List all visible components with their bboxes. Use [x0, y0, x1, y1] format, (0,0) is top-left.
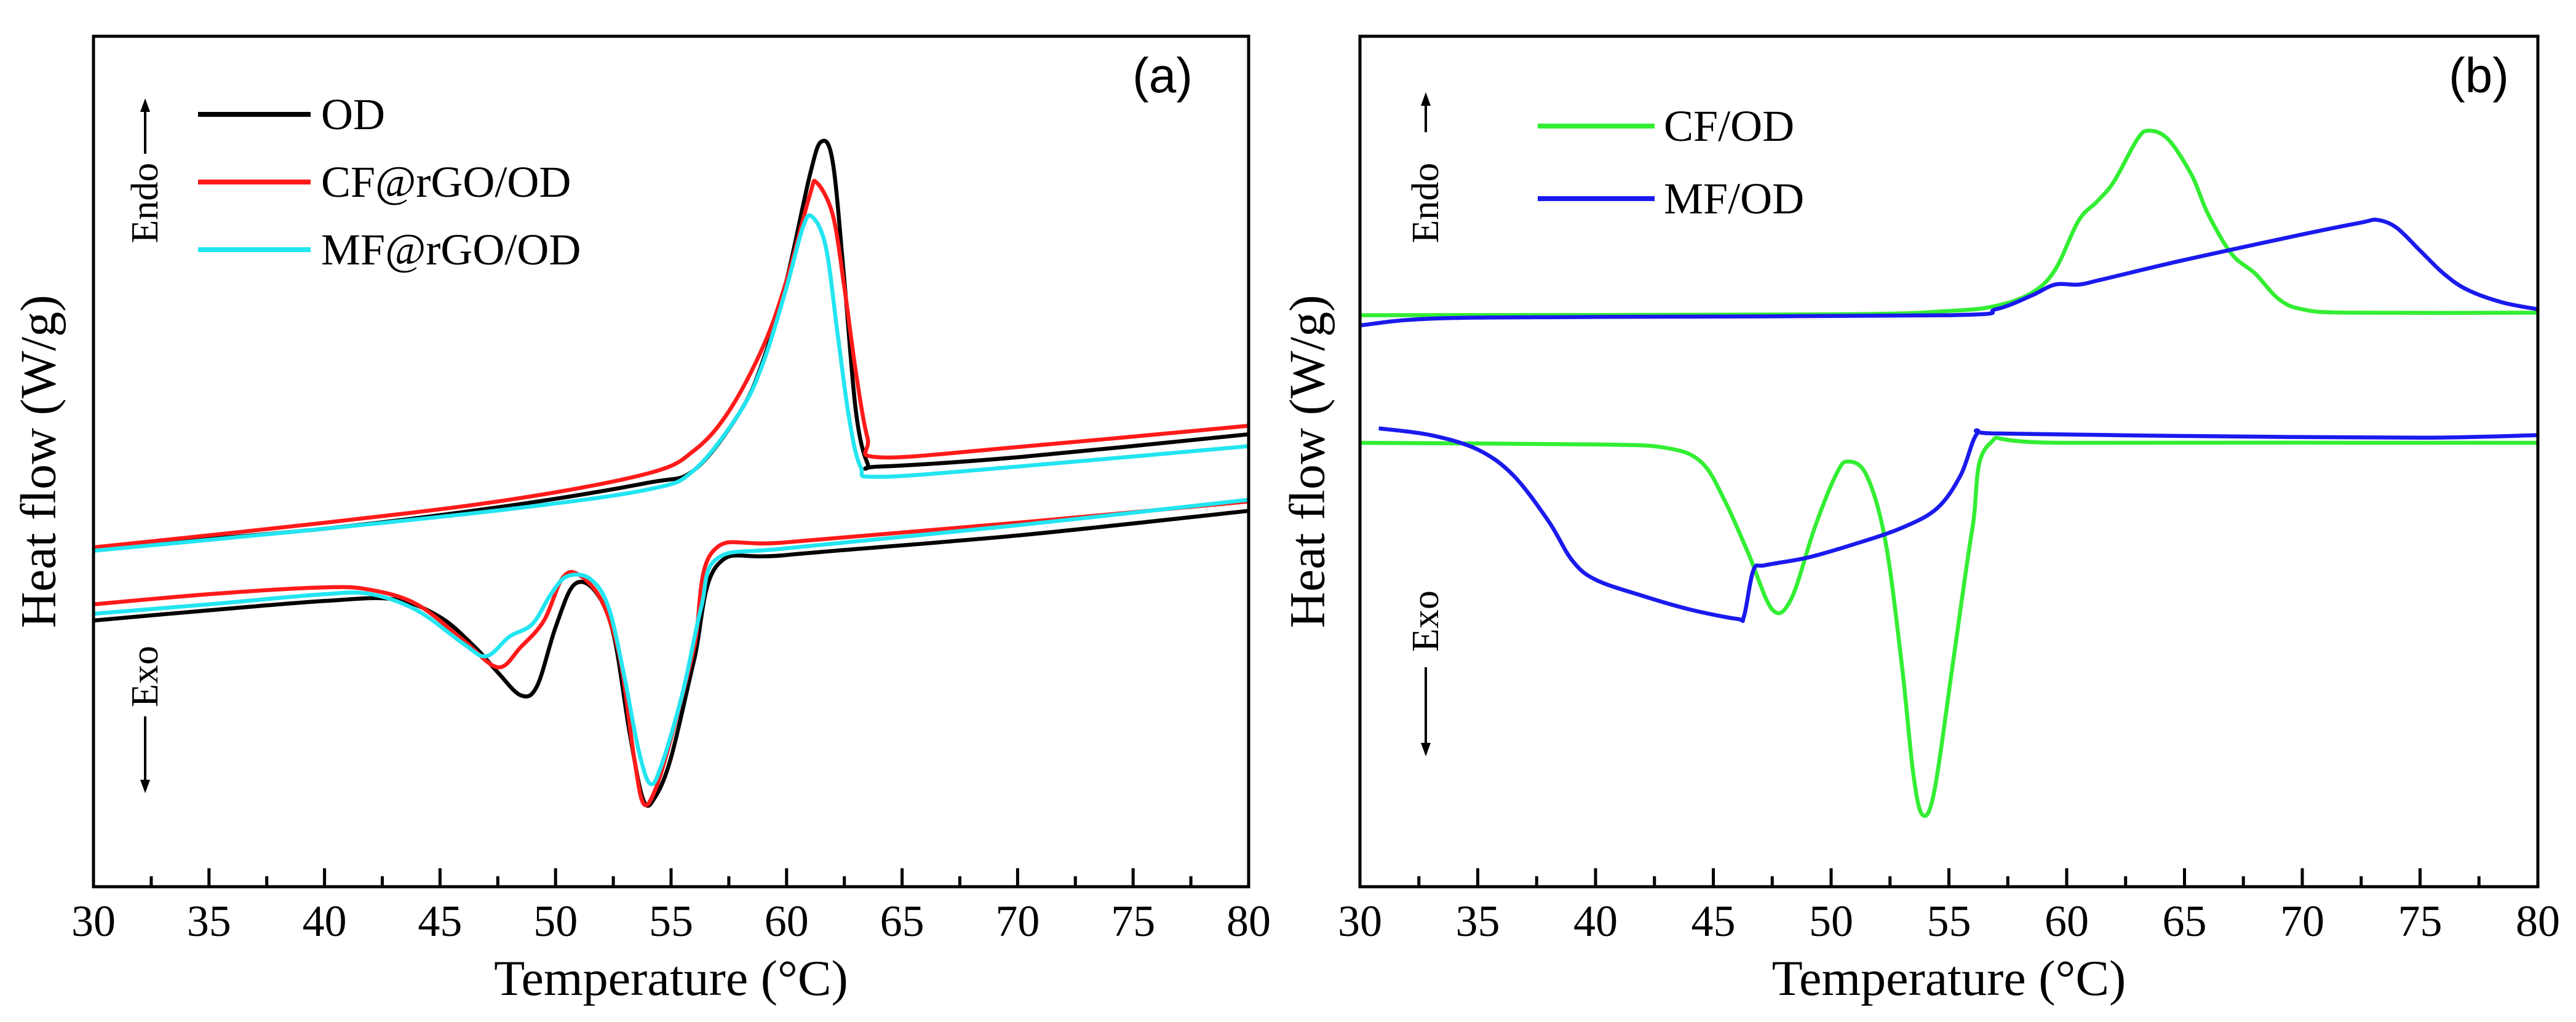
x-tick-label: 30: [1338, 897, 1382, 946]
series-mf-od-cooling-line: [1378, 426, 2538, 624]
x-tick-label: 75: [2398, 897, 2443, 946]
endo-annotation: Endo: [124, 163, 166, 244]
panel-label: (a): [1132, 48, 1193, 103]
series-od-heating-line: [93, 138, 1249, 550]
series-mf-rgo-od-cooling-line: [93, 497, 1249, 786]
series-cf-od-cooling-line: [1360, 435, 2538, 818]
legend-label: CF/OD: [1664, 101, 1794, 151]
x-tick-label: 45: [418, 897, 462, 946]
arrow-down-icon: [140, 780, 150, 793]
x-tick-label: 55: [1927, 897, 1971, 946]
arrow-up-icon: [1421, 92, 1431, 106]
series-mf-od-heating-line: [1360, 217, 2538, 328]
x-axis-label: Temperature (°C): [1772, 950, 2126, 1006]
x-tick-label: 70: [995, 897, 1040, 946]
arrow-down-icon: [1421, 743, 1431, 756]
x-tick-label: 35: [1456, 897, 1500, 946]
chart-panel-b: CF/OD MF/OD 30 35 40 45 50 55 60 65 70 75 80 Temperat…: [1279, 34, 2560, 1006]
arrow-up-icon: [140, 98, 150, 112]
x-tick-label: 50: [533, 897, 578, 946]
x-tick-label: 55: [649, 897, 693, 946]
x-tick-label: 65: [2163, 897, 2207, 946]
x-tick-label: 65: [880, 897, 924, 946]
series-cf-rgo-od-heating-line: [93, 178, 1249, 550]
legend-label: OD: [321, 90, 385, 139]
y-axis-label: Heat flow (W/g): [1279, 295, 1335, 628]
legend-label: MF@rGO/OD: [321, 225, 581, 274]
x-tick-label: 35: [187, 897, 231, 946]
x-tick-label: 45: [1691, 897, 1736, 946]
x-tick-label: 50: [1809, 897, 1853, 946]
x-tick-label: 60: [765, 897, 809, 946]
series-od-cooling-line: [93, 509, 1249, 808]
y-axis-label: Heat flow (W/g): [10, 295, 66, 628]
x-axis-label: Temperature (°C): [494, 950, 848, 1006]
x-tick-label: 80: [2516, 897, 2560, 946]
x-tick-label: 80: [1226, 897, 1271, 946]
legend-label: MF/OD: [1664, 174, 1804, 223]
plot-frame: [1358, 34, 2540, 889]
x-tick-label: 75: [1111, 897, 1155, 946]
panel-label: (b): [2449, 48, 2509, 103]
x-tick-label: 70: [2280, 897, 2324, 946]
exo-annotation: Exo: [1405, 590, 1447, 652]
legend-label: CF@rGO/OD: [321, 157, 571, 207]
endo-annotation: Endo: [1405, 163, 1447, 244]
series-mf-rgo-od-heating-line: [93, 213, 1249, 553]
exo-annotation: Exo: [124, 646, 166, 707]
x-tick-label: 30: [71, 897, 116, 946]
x-tick-label: 40: [1573, 897, 1618, 946]
series-cf-od-heating-line: [1360, 129, 2538, 317]
x-tick-label: 40: [303, 897, 347, 946]
x-tick-label: 60: [2045, 897, 2089, 946]
chart-panel-a: OD CF@rGO/OD MF@rGO/OD 30 35 40 45 50 55 60 65 70 75…: [10, 34, 1271, 1006]
